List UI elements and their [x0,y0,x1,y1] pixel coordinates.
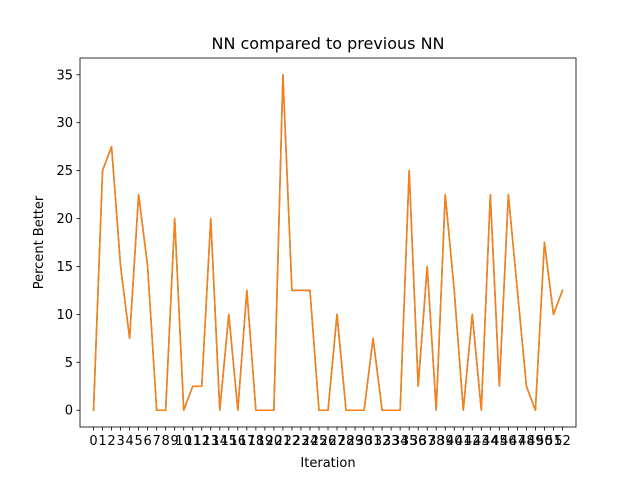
x-axis: 0 1 2 3 4 5 6 7 8 9101112131415161718192021222324… [89,427,571,449]
x-tick-label: 1 [98,434,106,449]
y-tick-label: 0 [65,404,73,419]
y-tick-label: 10 [56,308,73,323]
y-tick-label: 5 [65,356,73,371]
x-tick-label: 37 [419,434,436,449]
chart-title: NN compared to previous NN [211,34,444,53]
x-tick-label: 48 [518,434,535,449]
x-tick-label: 32 [374,434,391,449]
y-axis: 0 5 10 15 20 25 30 35 [56,68,80,419]
x-tick-label: 26 [320,434,337,449]
x-tick-label: 51 [545,434,562,449]
x-tick-label: 21 [275,434,292,449]
x-tick-label: 52 [554,434,571,449]
x-tick-label: 47 [509,434,526,449]
x-tick-label: 30 [356,434,373,449]
x-tick-label: 33 [383,434,400,449]
x-tick-label: 29 [347,434,364,449]
x-tick-label: 24 [302,434,319,449]
x-tick-label: 46 [500,434,517,449]
x-tick-label: 23 [293,434,310,449]
x-tick-label: 34 [392,434,409,449]
series-line-2 [92,74,564,412]
y-tick-label: 25 [56,164,73,179]
x-tick-label: 2 [107,434,115,449]
x-tick-label: 50 [536,434,553,449]
x-tick-label: 35 [401,434,418,449]
x-tick-label: 0 [89,434,97,449]
x-tick-label: 19 [257,434,274,449]
x-tick-label: 20 [266,434,283,449]
x-tick-label: 4 [125,434,133,449]
x-axis-label: Iteration [300,456,355,471]
x-tick-label: 14 [212,434,229,449]
x-tick-label: 8 [162,434,170,449]
x-tick-label: 44 [482,434,499,449]
x-tick-label: 15 [221,434,238,449]
x-tick-label: 12 [193,434,210,449]
x-tick-label: 25 [311,434,328,449]
x-tick-label: 16 [230,434,247,449]
x-tick-label: 36 [410,434,427,449]
x-tick-label: 31 [365,434,382,449]
x-tick-label: 3 [116,434,124,449]
x-tick-label: 17 [239,434,256,449]
x-tick-label: 39 [437,434,454,449]
x-tick-label: 42 [464,434,481,449]
x-tick-label: 13 [202,434,219,449]
x-tick-label: 40 [446,434,463,449]
x-tick-label: 45 [491,434,508,449]
y-tick-label: 30 [56,116,73,131]
y-tick-label: 20 [56,212,73,227]
y-axis-label: Percent Better [32,195,47,289]
plot-frame [79,57,577,428]
y-tick-label: 35 [56,68,73,83]
x-tick-label: 38 [428,434,445,449]
x-tick-label: 18 [248,434,265,449]
x-tick-label: 10 [175,434,192,449]
x-tick-label: 43 [473,434,490,449]
series-layer [92,74,564,412]
y-tick-label: 15 [56,260,73,275]
x-tick-label: 28 [338,434,355,449]
x-tick-label: 49 [527,434,544,449]
x-tick-label: 5 [134,434,142,449]
x-tick-label: 41 [455,434,472,449]
x-tick-label: 27 [329,434,346,449]
x-tick-label: 9 [171,434,179,449]
x-tick-label: 7 [153,434,161,449]
x-tick-label: 11 [184,434,201,449]
x-tick-label: 6 [143,434,151,449]
x-tick-label: 22 [284,434,301,449]
